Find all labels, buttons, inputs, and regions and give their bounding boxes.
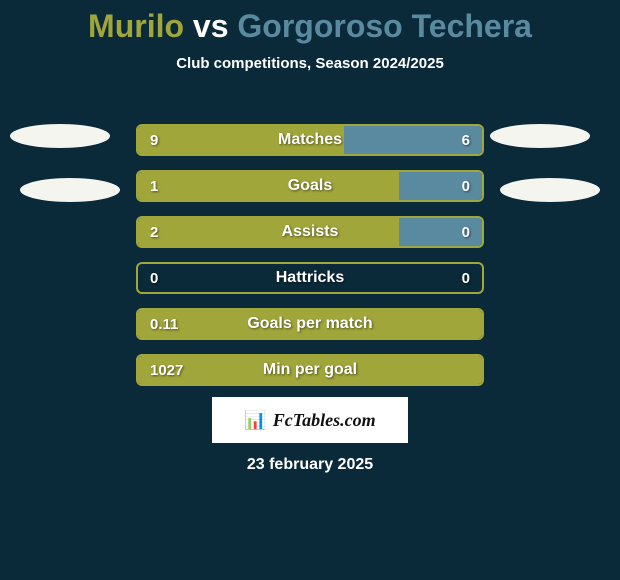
bar-value-left: 1027 [150,356,183,384]
bar-label: Hattricks [138,264,482,292]
stat-bar-row: Hattricks0 0 [136,262,484,294]
bar-value-right: 0 [462,264,470,292]
bar-value-right: 6 [462,126,470,154]
stat-bar-row: Assists2 0 [136,216,484,248]
bar-value-left: 0.11 [150,310,178,338]
player-oval [500,178,600,202]
subtitle: Club competitions, Season 2024/2025 [0,55,620,72]
bar-label: Goals [138,172,482,200]
bar-value-right: 0 [462,218,470,246]
bar-value-left: 2 [150,218,158,246]
player-oval [20,178,120,202]
bar-label: Goals per match [138,310,482,338]
title-vs: vs [193,8,229,44]
bar-value-left: 9 [150,126,158,154]
bar-value-left: 0 [150,264,158,292]
bar-label: Assists [138,218,482,246]
stat-bar-row: Min per goal1027 [136,354,484,386]
comparison-title: Murilo vs Gorgoroso Techera [0,0,620,45]
date-line: 23 february 2025 [0,456,620,474]
title-player2: Gorgoroso Techera [237,8,532,44]
brand-text: FcTables.com [273,410,376,431]
title-player1: Murilo [88,8,184,44]
stat-bar-row: Goals1 0 [136,170,484,202]
brand-icon: 📊 [244,410,266,431]
player-oval [10,124,110,148]
bar-label: Matches [138,126,482,154]
player-oval [490,124,590,148]
stat-bar-row: Matches9 6 [136,124,484,156]
brand-badge: 📊 FcTables.com [212,397,408,443]
bar-value-right: 0 [462,172,470,200]
bar-label: Min per goal [138,356,482,384]
stat-bars: Matches96Goals10Assists20Hattricks00Goal… [136,124,484,400]
bar-value-left: 1 [150,172,158,200]
stat-bar-row: Goals per match0.11 [136,308,484,340]
